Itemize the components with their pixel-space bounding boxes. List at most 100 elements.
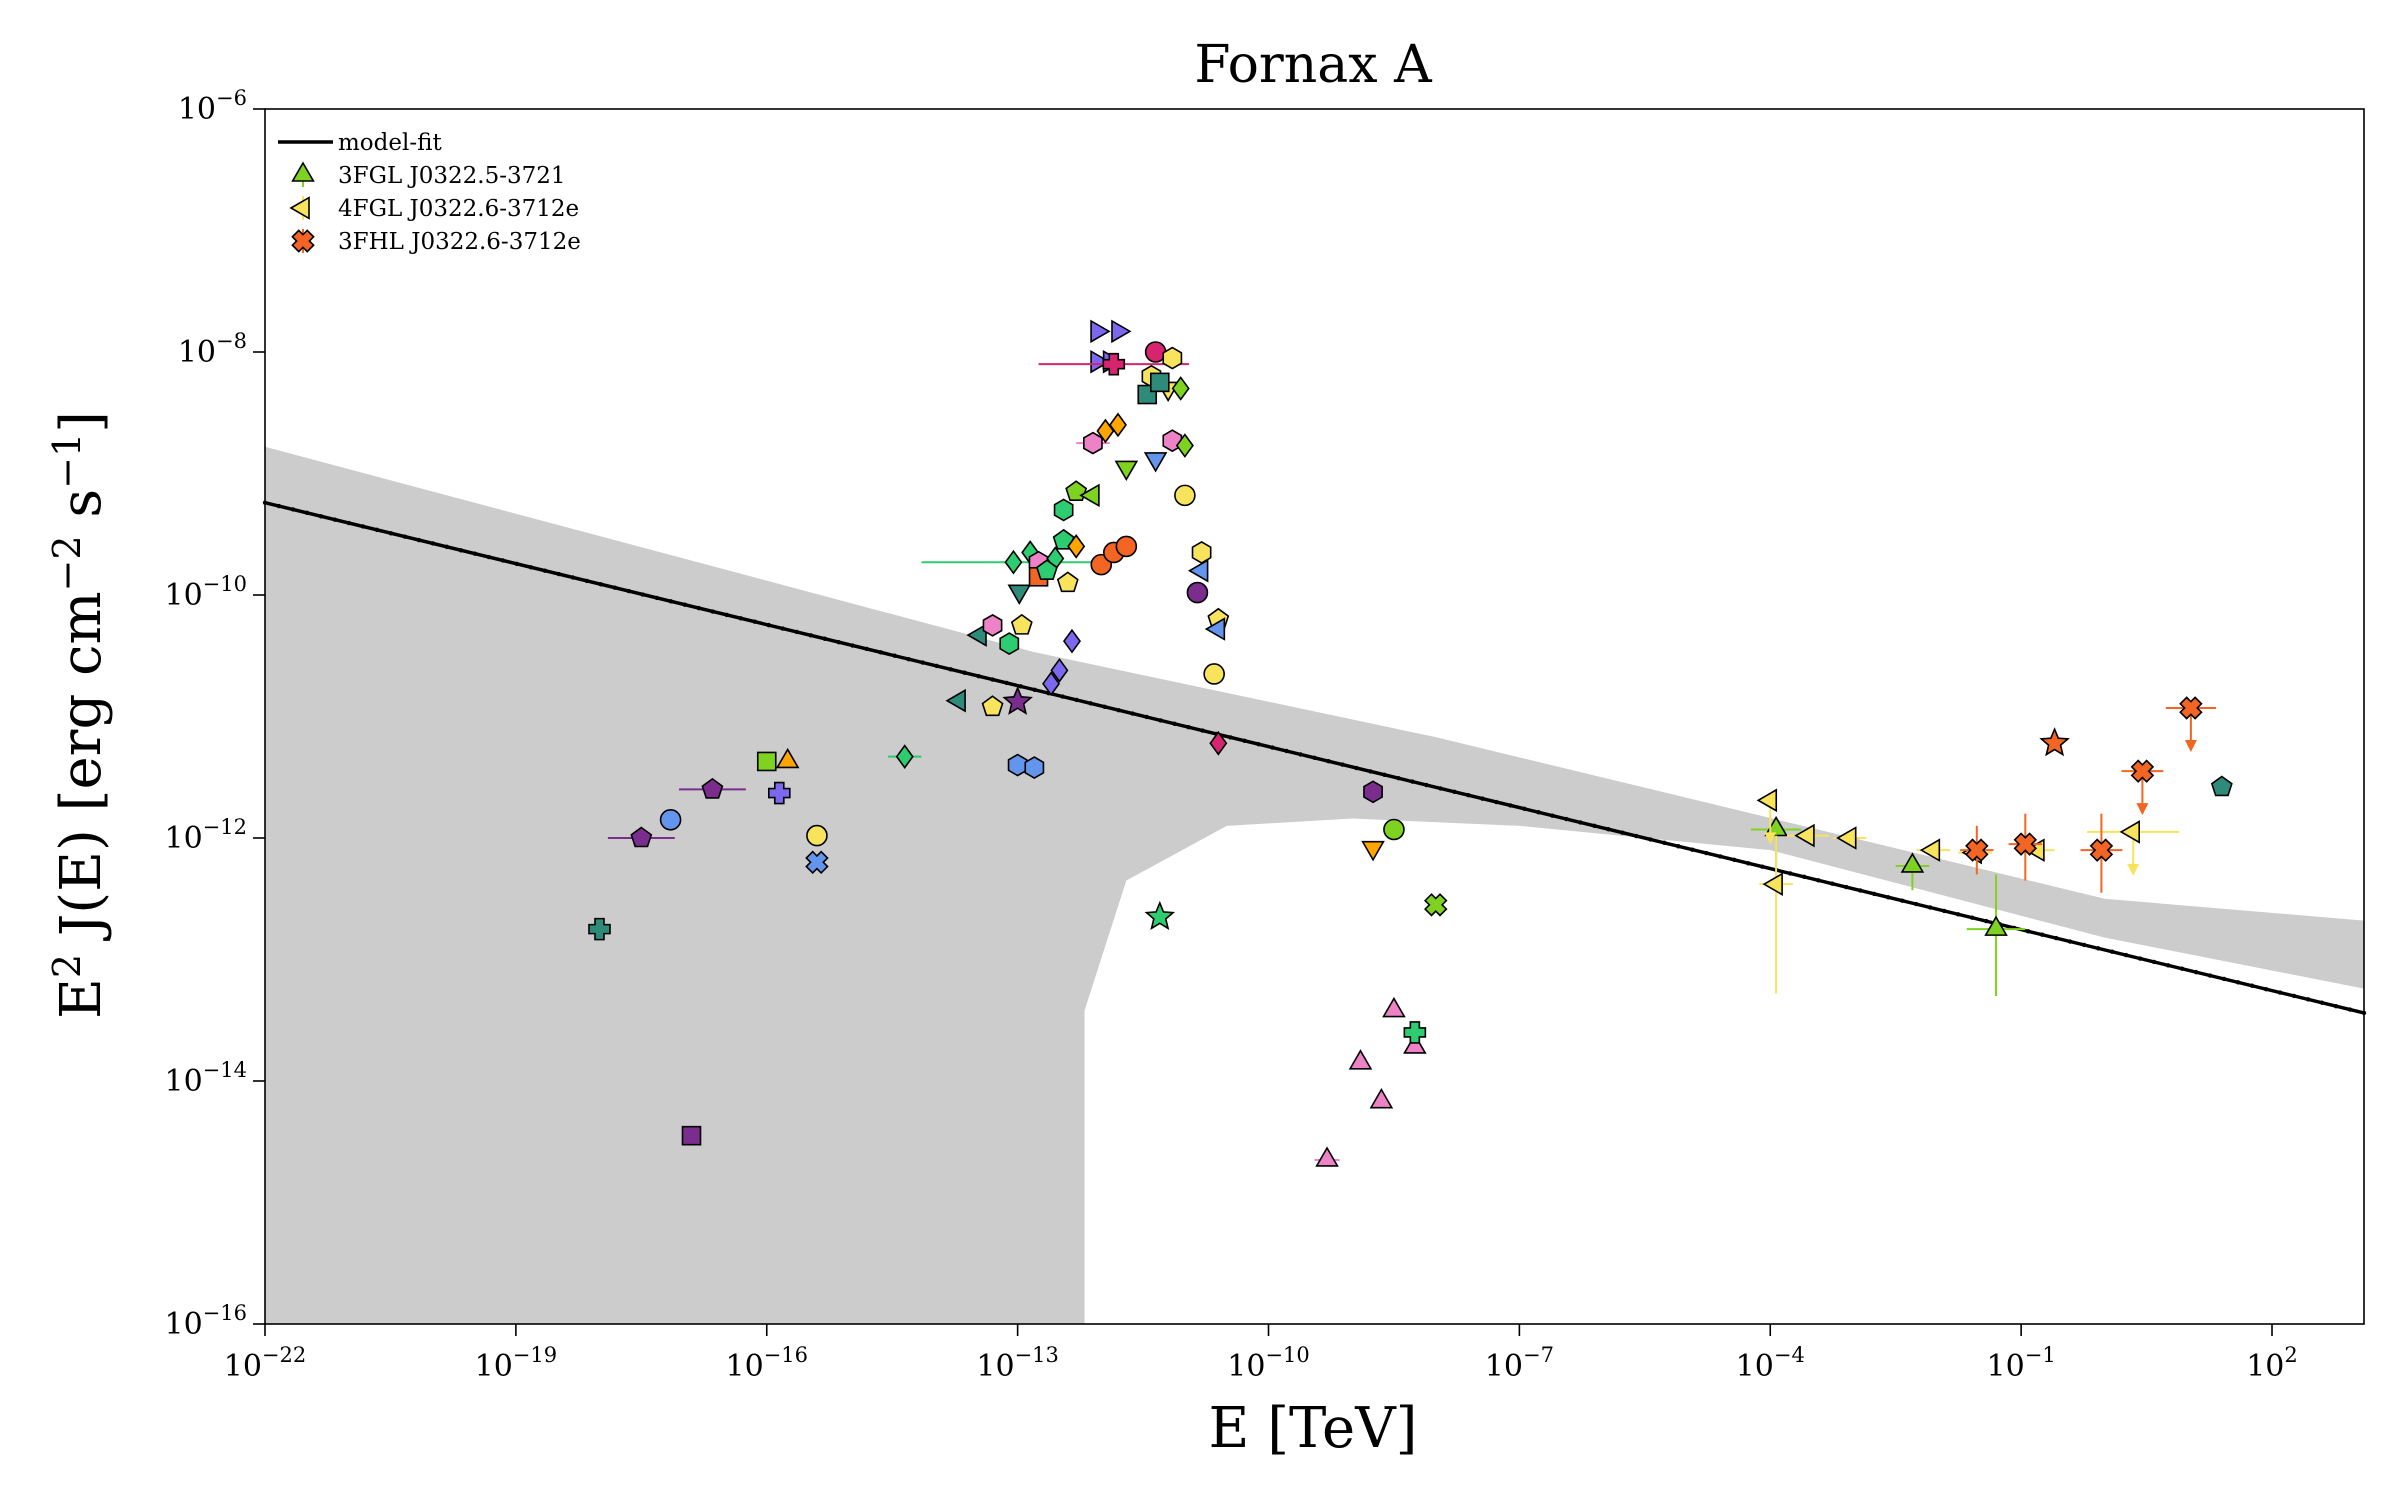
hexagon-marker	[982, 613, 1003, 637]
model-fit-dot	[1270, 745, 1275, 750]
triangle-right-marker	[1090, 319, 1111, 344]
point-marker	[1056, 571, 1079, 593]
data-point	[1209, 730, 1228, 756]
data-point	[945, 688, 966, 713]
y-tick-label: 10−6	[178, 86, 247, 127]
data-point	[1960, 825, 1994, 875]
circle-marker	[1186, 581, 1209, 604]
hexagon-marker	[1007, 753, 1028, 777]
model-fit-dot	[1144, 714, 1149, 720]
model-fit-dot	[1074, 697, 1079, 703]
data-point	[1035, 559, 1058, 580]
data-point	[607, 826, 675, 848]
point-marker	[630, 826, 653, 848]
x-axis-ticks: 10−22 10−19 10−16 10−13 10−10 10−7 10−4 10−1 102	[224, 1324, 2298, 1384]
model-fit-dot	[724, 612, 729, 618]
diamond-marker	[1067, 534, 1086, 559]
model-fit-dot	[710, 609, 715, 614]
data-point	[1108, 412, 1127, 438]
uncertainty-band-area	[265, 446, 2364, 1324]
data-point	[1115, 535, 1138, 558]
point-marker	[1424, 893, 1448, 917]
x-tick-label: 10−7	[1485, 1343, 1554, 1384]
triangle-up-marker	[1369, 1088, 1394, 1109]
point-marker	[1361, 840, 1385, 862]
upper-limit-arrowhead	[2127, 863, 2140, 876]
data-point	[681, 1125, 702, 1146]
legend-marker	[291, 229, 315, 253]
model-fit-dot	[1704, 850, 1709, 856]
legend-item: 4FGL J0322.6-3712e	[289, 196, 579, 222]
data-point	[981, 695, 1004, 717]
point-marker	[1149, 372, 1170, 393]
model-fit-dot	[584, 578, 590, 584]
model-fit-dot	[1438, 786, 1443, 791]
model-fit-dot	[1620, 830, 1625, 835]
triangle-left-marker	[1919, 838, 1941, 862]
x-tick-label: 10−16	[725, 1343, 808, 1384]
pentagon-marker	[1010, 613, 1033, 635]
data-point	[588, 917, 611, 941]
model-fit-dot	[304, 510, 310, 516]
model-fit-dot	[1480, 796, 1485, 801]
hexagon-marker	[1024, 756, 1045, 779]
upper-limit-arrowhead	[1764, 832, 1777, 845]
point-marker	[982, 613, 1003, 637]
point-marker	[1079, 483, 1100, 508]
point-marker	[1035, 559, 1058, 580]
model-fit-dot	[1032, 687, 1037, 692]
point-marker	[1007, 584, 1032, 605]
x-marker	[1965, 838, 1989, 862]
point-marker	[1403, 1021, 1427, 1044]
model-fit-dot	[2347, 1007, 2353, 1012]
point-marker	[1007, 753, 1028, 777]
data-point	[1010, 613, 1033, 635]
model-fit-dot	[948, 667, 953, 672]
point-marker	[1062, 628, 1081, 654]
model-fit-dot	[1256, 742, 1261, 747]
point-marker	[1143, 452, 1168, 473]
data-point	[1403, 1033, 1427, 1054]
model-fit-dot	[626, 588, 632, 594]
triangle-up-marker	[1348, 1049, 1373, 1070]
y-tick-label: 10−10	[164, 572, 247, 613]
legend-frame	[268, 126, 628, 264]
model-fit-dot	[1550, 813, 1555, 818]
data-point	[1186, 581, 1209, 604]
triangle-left-marker	[1762, 872, 1783, 896]
data-point	[2121, 759, 2164, 816]
model-fit-dot	[1326, 759, 1331, 764]
data-point	[1174, 484, 1196, 507]
data-point	[1162, 346, 1183, 370]
triangle-right-marker	[1090, 349, 1111, 374]
model-fit-dot	[2277, 990, 2283, 995]
x-tick-label: 10−4	[1736, 1343, 1805, 1384]
model-fit-dot	[1284, 748, 1289, 754]
model-fit-dot	[2305, 997, 2311, 1002]
point-marker	[1067, 534, 1086, 559]
triangle-left-marker	[966, 623, 987, 647]
model-fit-dot	[276, 503, 282, 509]
model-fit-dot	[2067, 939, 2073, 944]
model-fit-dot	[1802, 874, 1807, 880]
model-fit-dot	[1382, 772, 1387, 778]
point-marker	[999, 632, 1020, 656]
model-fit-dot	[2039, 932, 2045, 937]
model-fit-dot	[570, 575, 576, 580]
triangle-left-marker	[1836, 826, 1857, 850]
upper-limit-arrowhead	[2184, 739, 2197, 752]
data-point	[1079, 483, 1100, 508]
model-fit-dot	[766, 622, 771, 628]
model-fit-dot	[346, 520, 352, 526]
diamond-marker	[1108, 412, 1127, 438]
model-fit-dot	[2249, 983, 2255, 988]
data-point	[806, 824, 828, 847]
data-point	[1007, 584, 1032, 605]
data-point	[659, 808, 682, 831]
point-marker	[2210, 775, 2233, 797]
model-fit-dot	[682, 602, 687, 607]
data-point	[1007, 753, 1028, 777]
data-point	[1759, 835, 1793, 994]
diamond-marker	[1050, 657, 1069, 683]
